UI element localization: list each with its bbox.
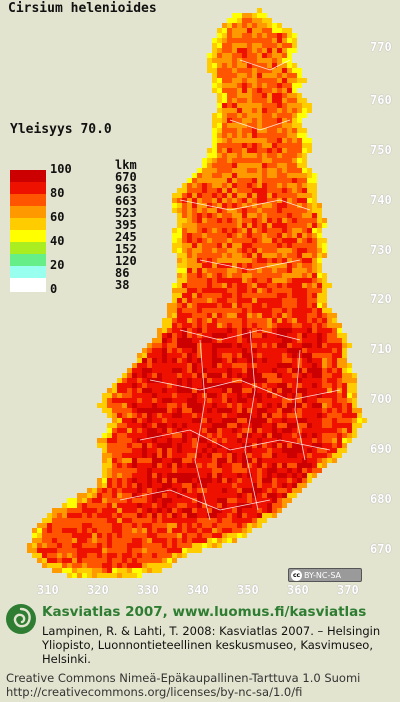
- legend-swatch: [10, 170, 46, 184]
- legend-count: 523: [115, 206, 137, 220]
- species-name: Cirsium helenioides: [8, 1, 157, 16]
- y-tick-label: 740: [370, 193, 392, 207]
- legend-swatch: [10, 230, 46, 244]
- legend-swatch: [10, 254, 46, 268]
- x-tick-label: 350: [237, 583, 259, 597]
- legend-swatch: [10, 182, 46, 196]
- x-tick-label: 360: [287, 583, 309, 597]
- legend-count: 152: [115, 242, 137, 256]
- license-line: Creative Commons Nimeä-Epäkaupallinen-Ta…: [6, 671, 361, 685]
- frequency-value: Yleisyys 70.0: [10, 122, 112, 137]
- legend-swatch: [10, 278, 46, 292]
- y-tick-label: 700: [370, 392, 392, 406]
- y-tick-label: 770: [370, 40, 392, 54]
- legend-count-header: lkm: [115, 158, 137, 172]
- x-tick-label: 340: [187, 583, 209, 597]
- x-tick-label: 330: [137, 583, 159, 597]
- legend-swatch: [10, 266, 46, 280]
- y-tick-label: 760: [370, 93, 392, 107]
- x-tick-label: 320: [87, 583, 109, 597]
- y-tick-label: 680: [370, 492, 392, 506]
- cc-icon: cc: [291, 569, 302, 581]
- y-tick-label: 750: [370, 143, 392, 157]
- legend-count: 38: [115, 278, 130, 292]
- legend-percent-label: 100: [50, 162, 72, 176]
- x-tick-label: 310: [37, 583, 59, 597]
- y-tick-label: 670: [370, 542, 392, 556]
- license-text: Creative Commons Nimeä-Epäkaupallinen-Ta…: [6, 671, 400, 699]
- kasviatlas-logo-icon: [6, 604, 36, 634]
- legend-percent-label: 40: [50, 234, 65, 248]
- distribution-map: Cirsium helenioides Yleisyys 70.0 100 80…: [8, 1, 392, 597]
- y-tick-label: 720: [370, 292, 392, 306]
- y-tick-label: 690: [370, 442, 392, 456]
- legend-swatch: [10, 242, 46, 256]
- legend-percent-label: 80: [50, 186, 65, 200]
- legend-count: 663: [115, 194, 137, 208]
- legend-count: 395: [115, 218, 137, 232]
- x-tick-label: 370: [337, 583, 359, 597]
- legend-count: 120: [115, 254, 137, 268]
- atlas-heading: Kasviatlas 2007, www.luomus.fi/kasviatla…: [42, 604, 367, 620]
- legend-count: 245: [115, 230, 137, 244]
- legend-percent-label: 20: [50, 258, 65, 272]
- legend-count: 86: [115, 266, 130, 280]
- legend-percent-label: 0: [50, 282, 58, 296]
- y-tick-label: 730: [370, 243, 392, 257]
- legend-count: 963: [115, 182, 137, 196]
- legend-count: 670: [115, 170, 137, 184]
- citation-text: Lampinen, R. & Lahti, T. 2008: Kasviatla…: [42, 624, 381, 666]
- cc-badge-text: BY-NC-SA: [304, 570, 342, 580]
- finland-grid-map: [27, 8, 367, 578]
- legend-swatch: [10, 218, 46, 232]
- legend-swatch: [10, 194, 46, 208]
- license-url: http://creativecommons.org/licenses/by-n…: [6, 685, 303, 699]
- cc-license-badge: cc BY-NC-SA: [288, 568, 362, 582]
- y-tick-label: 710: [370, 342, 392, 356]
- legend-percent-label: 60: [50, 210, 65, 224]
- legend-swatch: [10, 206, 46, 220]
